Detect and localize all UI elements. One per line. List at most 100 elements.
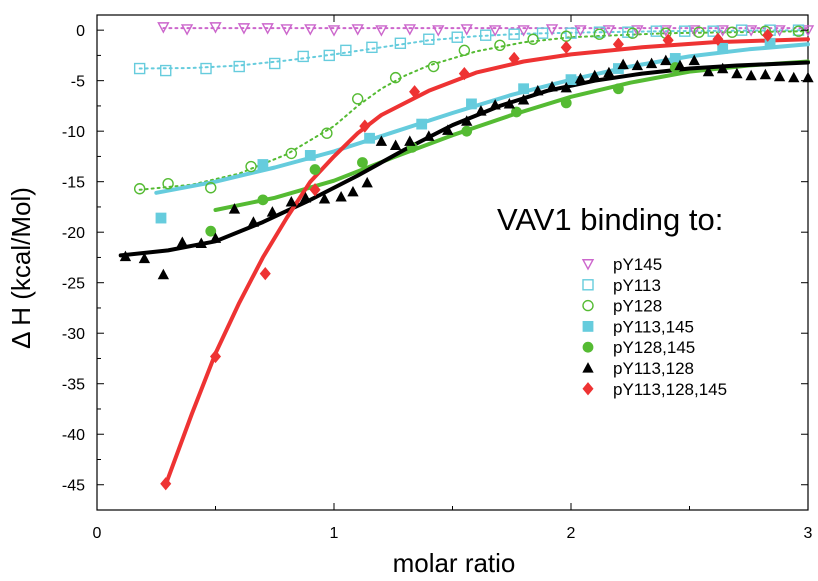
data-point-py113-128 bbox=[717, 62, 729, 74]
data-point-py113 bbox=[536, 27, 549, 39]
data-point-py113-128 bbox=[119, 250, 132, 262]
y-tick-label: -5 bbox=[71, 74, 85, 91]
y-tick-label: -45 bbox=[62, 478, 85, 495]
data-point-py113-145 bbox=[364, 132, 375, 144]
data-point-py113-128 bbox=[299, 192, 312, 203]
data-point-py128 bbox=[693, 26, 705, 38]
data-point-py113-128 bbox=[517, 94, 530, 105]
data-point-py113-145 bbox=[304, 150, 316, 161]
data-point-py113-128 bbox=[702, 65, 715, 77]
data-points bbox=[119, 22, 815, 491]
data-point-py113-128 bbox=[802, 71, 814, 83]
y-tick-label: -35 bbox=[62, 377, 85, 394]
data-point-py145 bbox=[304, 24, 317, 36]
data-point-py128 bbox=[321, 127, 333, 139]
data-point-py145 bbox=[209, 22, 222, 34]
data-point-py128-145 bbox=[560, 97, 572, 109]
data-point-py128-145 bbox=[309, 164, 321, 175]
data-point-py113 bbox=[622, 26, 634, 38]
data-point-py113-128 bbox=[423, 130, 435, 141]
data-point-py113 bbox=[297, 50, 309, 63]
data-point-py145 bbox=[602, 25, 616, 37]
plot-frame bbox=[96, 14, 809, 511]
data-point-py128 bbox=[352, 93, 364, 105]
data-point-py113-128 bbox=[442, 124, 454, 135]
legend-label-py128: pY128 bbox=[613, 297, 662, 316]
data-point-py113-128 bbox=[335, 190, 347, 202]
data-point-py113 bbox=[366, 41, 378, 54]
data-point-py145 bbox=[545, 24, 559, 36]
data-point-py113-128 bbox=[318, 193, 331, 204]
data-point-py113-128 bbox=[731, 67, 743, 79]
x-tick-label: 0 bbox=[93, 525, 102, 542]
data-point-py128 bbox=[494, 39, 506, 52]
data-point-py113 bbox=[323, 49, 335, 62]
legend-marker-py113 bbox=[582, 279, 594, 291]
legend-label-py128-145: pY128,145 bbox=[613, 338, 695, 357]
data-point-py113-128-145 bbox=[458, 66, 470, 81]
data-point-py113-128 bbox=[674, 59, 686, 71]
data-point-py113 bbox=[133, 62, 146, 75]
data-point-py128 bbox=[133, 183, 146, 195]
data-point-py113-128 bbox=[645, 57, 658, 69]
legend-label-py145: pY145 bbox=[613, 255, 662, 274]
data-point-py113-128 bbox=[603, 66, 615, 78]
data-point-py113-128-145 bbox=[160, 477, 172, 491]
data-point-py128 bbox=[527, 33, 539, 45]
data-point-py128 bbox=[285, 147, 298, 160]
data-point-py113 bbox=[679, 25, 691, 37]
data-point-py128 bbox=[458, 44, 471, 57]
data-point-py128 bbox=[792, 25, 805, 37]
data-point-py145 bbox=[460, 24, 473, 36]
legend-label-py113-128-145: pY113,128,145 bbox=[613, 380, 727, 399]
data-point-py113 bbox=[340, 44, 352, 57]
data-point-py145 bbox=[574, 25, 587, 37]
data-point-py113-128 bbox=[176, 236, 188, 247]
data-point-py145 bbox=[744, 25, 758, 37]
data-point-py128-145 bbox=[257, 194, 269, 206]
plot-frame-border bbox=[96, 14, 809, 511]
data-point-py145 bbox=[488, 25, 502, 37]
data-point-py113 bbox=[508, 28, 520, 40]
data-point-py113-145 bbox=[565, 74, 577, 86]
data-point-py145 bbox=[157, 22, 170, 34]
data-point-py145 bbox=[659, 25, 672, 37]
data-point-py113-128 bbox=[266, 206, 279, 217]
data-point-py128 bbox=[626, 27, 639, 39]
data-point-py128-145 bbox=[205, 225, 217, 237]
fit-line-py113-128-145 bbox=[163, 37, 810, 487]
data-point-py128 bbox=[427, 60, 440, 73]
data-point-py113 bbox=[451, 31, 463, 43]
data-point-py113-128 bbox=[347, 185, 359, 197]
data-point-py113-145 bbox=[155, 212, 167, 224]
data-point-py113-128 bbox=[773, 70, 786, 82]
data-point-py113-128 bbox=[375, 135, 388, 146]
x-tick-label: 2 bbox=[567, 525, 576, 542]
legend-label-py113-145: pY113,145 bbox=[613, 317, 694, 336]
data-point-py145 bbox=[280, 24, 293, 36]
data-point-py113-128 bbox=[532, 84, 544, 96]
data-point-py113-128 bbox=[404, 135, 416, 146]
data-point-py145 bbox=[716, 25, 729, 37]
data-point-py113-128 bbox=[617, 58, 629, 70]
data-point-py113 bbox=[160, 64, 172, 77]
data-point-py113 bbox=[479, 29, 492, 41]
data-point-py113-145 bbox=[518, 83, 529, 95]
data-point-py145 bbox=[261, 23, 274, 35]
data-point-py113-128-145 bbox=[359, 119, 371, 133]
data-point-py113-128 bbox=[745, 69, 757, 81]
data-point-py145 bbox=[375, 25, 388, 37]
data-point-py113 bbox=[269, 57, 281, 70]
data-point-py113-128 bbox=[503, 98, 516, 109]
data-point-py113-128 bbox=[546, 80, 558, 92]
data-point-py113-128 bbox=[660, 54, 672, 66]
data-point-py128-145 bbox=[357, 157, 368, 168]
data-point-py128 bbox=[205, 182, 217, 194]
legend-label-py113: pY113 bbox=[613, 276, 661, 295]
y-tick-label: -40 bbox=[62, 427, 85, 444]
y-tick-label: 0 bbox=[76, 23, 85, 40]
data-point-py145 bbox=[403, 24, 417, 36]
data-point-py113-128 bbox=[631, 59, 644, 71]
